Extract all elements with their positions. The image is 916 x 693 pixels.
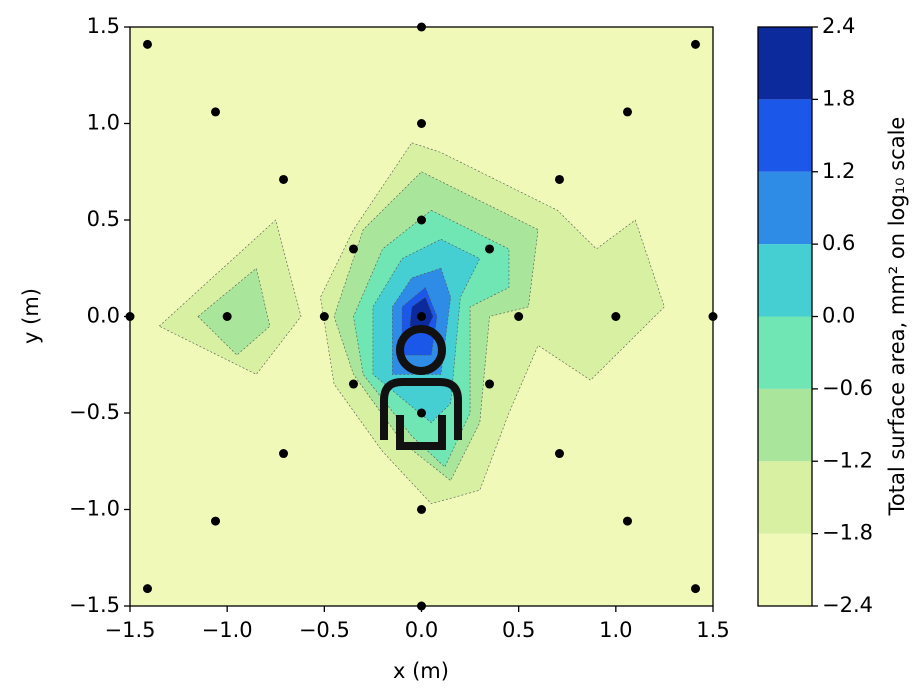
x-tick-label: −0.5 [299,618,350,642]
sample-point [279,449,289,459]
sample-point [554,174,564,184]
contour-region [197,267,271,356]
person-seat [396,415,446,450]
axes: −1.5 −1.0 −0.5 0.0 0.5 1.0 1.5 −1.5 −1.0 −0.5 0.0 0… [69,14,873,642]
sample-point [485,379,495,389]
sample-point [211,516,221,526]
colorbar-segment [758,99,812,172]
sample-point [485,244,495,254]
sample-point [554,449,564,459]
colorbar-segment [758,244,812,317]
person-head [396,325,446,375]
sample-point [348,379,358,389]
sample-point [417,119,426,128]
colorbar-tick-label: −2.4 [822,593,873,617]
sample-point [211,107,221,117]
sample-point [142,584,152,594]
colorbar-segment [758,27,812,100]
sample-point [611,312,621,321]
x-tick-label: 1.5 [696,618,729,642]
colorbar-tick-label: 0.0 [822,304,855,328]
colorbar-tick-label: 1.8 [822,86,855,110]
colorbar-segment [758,533,812,606]
sample-point [417,505,426,514]
colorbar-segment [758,171,812,245]
y-axis-label: y (m) [19,288,43,344]
plot-area [125,22,718,611]
person-body [380,378,462,440]
sample-point [691,39,701,49]
x-tick-label: 0.5 [502,618,535,642]
colorbar-tick-label: −0.6 [822,376,873,400]
x-tick-label: 1.0 [599,618,632,642]
colorbar-tick-label: 0.6 [822,231,855,255]
colorbar-tick-label: −1.8 [822,521,873,545]
sample-point [348,244,358,254]
colorbar-tick-label: 2.4 [822,14,855,38]
sample-point [622,516,632,526]
y-tick-label: −0.5 [69,400,120,424]
y-tick-label: 1.5 [87,14,120,38]
sample-point [417,408,426,418]
y-tick-label: −1.5 [69,593,120,617]
sample-point [279,174,289,184]
sample-point [142,39,152,49]
sample-point [514,312,524,321]
sample-point [417,215,426,225]
colorbar-tick-label: −1.2 [822,448,873,472]
sample-point [222,312,232,321]
y-tick-label: 0.0 [87,304,120,328]
colorbar-label: Total surface area, mm² on log₁₀ scale [885,117,909,517]
x-axis-label: x (m) [393,659,449,683]
person-icons [380,325,462,450]
sample-point [319,312,329,321]
colorbar-segment [758,316,812,389]
colorbar-segment [758,388,812,462]
y-tick-label: −1.0 [69,497,120,521]
colorbar-tick-label: 1.2 [822,159,855,183]
colorbar-segment [758,461,812,534]
y-tick-label: 1.0 [87,111,120,135]
x-tick-label: −1.0 [202,618,253,642]
sample-point [691,584,701,594]
sample-point [417,312,426,321]
x-tick-label: −1.5 [105,618,156,642]
sample-point [622,107,632,117]
y-tick-label: 0.5 [87,207,120,231]
x-tick-label: 0.0 [405,618,438,642]
